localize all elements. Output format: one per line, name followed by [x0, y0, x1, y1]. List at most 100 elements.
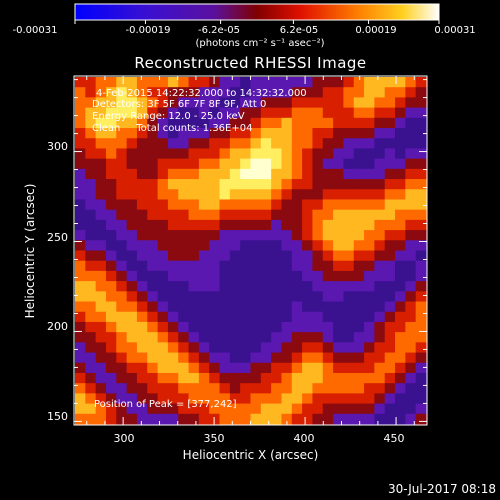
heatmap-cell: [405, 413, 417, 425]
heatmap-cell: [198, 209, 210, 221]
heatmap-cell: [271, 413, 283, 425]
heatmap-cell: [405, 87, 417, 99]
heatmap-cell: [415, 148, 427, 160]
heatmap-cell: [312, 250, 324, 262]
heatmap-cell: [250, 138, 262, 150]
heatmap-cell: [271, 209, 283, 221]
heatmap-cell: [116, 311, 128, 323]
heatmap-cell: [95, 301, 107, 313]
heatmap-cell: [198, 372, 210, 384]
heatmap-cell: [364, 352, 375, 364]
heatmap-cell: [405, 393, 417, 405]
heatmap-cell: [240, 270, 252, 282]
heatmap-cell: [322, 362, 334, 374]
heatmap-cell: [85, 321, 97, 333]
heatmap-cell: [405, 199, 417, 211]
heatmap-cell: [95, 189, 107, 201]
heatmap-cell: [395, 413, 406, 425]
heatmap-cell: [167, 260, 179, 272]
heatmap-cell: [136, 342, 148, 354]
heatmap-cell: [343, 250, 355, 262]
heatmap-cell: [384, 240, 396, 252]
heatmap-cell: [250, 281, 262, 292]
heatmap-cell: [136, 311, 148, 323]
heatmap-cell: [229, 107, 241, 119]
heatmap-cell: [374, 281, 386, 292]
heatmap-cell: [333, 199, 345, 211]
heatmap-cell: [250, 87, 262, 99]
heatmap-cell: [415, 311, 427, 323]
heatmap-cell: [85, 230, 97, 241]
heatmap-cell: [353, 138, 365, 150]
heatmap-cell: [343, 168, 355, 180]
heatmap-cell: [75, 148, 86, 160]
heatmap-cell: [343, 148, 355, 160]
heatmap-cell: [75, 219, 86, 231]
heatmap-cell: [353, 158, 365, 170]
heatmap-cell: [157, 311, 169, 323]
heatmap-cell: [312, 240, 324, 252]
plot-title: Reconstructed RHESSI Image: [134, 54, 367, 72]
heatmap-cell: [85, 77, 97, 88]
heatmap-cell: [353, 77, 365, 88]
heatmap-cell: [364, 148, 375, 160]
heatmap-cell: [343, 97, 355, 109]
heatmap-cell: [250, 332, 262, 343]
heatmap-cell: [157, 383, 169, 394]
heatmap-cell: [271, 352, 283, 364]
heatmap-cell: [116, 342, 128, 354]
heatmap-cell: [75, 179, 86, 190]
heatmap-cell: [415, 199, 427, 211]
heatmap-cell: [116, 87, 128, 99]
heatmap-cell: [75, 117, 86, 129]
heatmap-cell: [167, 413, 179, 425]
heatmap-cell: [229, 158, 241, 170]
heatmap-cell: [136, 209, 148, 221]
heatmap-cell: [167, 301, 179, 313]
heatmap-cell: [374, 97, 386, 109]
heatmap-cell: [209, 158, 221, 170]
heatmap-cell: [343, 352, 355, 364]
heatmap-cell: [250, 117, 262, 129]
heatmap-cell: [116, 352, 128, 364]
heatmap-cell: [260, 209, 272, 221]
heatmap-cell: [209, 138, 221, 150]
heatmap-cell: [415, 301, 427, 313]
heatmap-cell: [85, 107, 97, 119]
heatmap-cell: [250, 260, 262, 272]
heatmap-cell: [384, 403, 396, 415]
heatmap-cell: [198, 148, 210, 160]
heatmap-cell: [136, 393, 148, 405]
heatmap-cell: [126, 117, 138, 129]
heatmap-cell: [250, 209, 262, 221]
heatmap-cell: [178, 270, 190, 282]
heatmap-cell: [147, 209, 159, 221]
heatmap-cell: [343, 332, 355, 343]
heatmap-cell: [343, 77, 355, 88]
heatmap-cell: [209, 250, 221, 262]
heatmap-cell: [405, 342, 417, 354]
heatmap-cell: [281, 281, 293, 292]
heatmap-cell: [157, 87, 169, 99]
heatmap-cell: [229, 321, 241, 333]
heatmap-cell: [374, 311, 386, 323]
heatmap-cell: [405, 301, 417, 313]
heatmap-cell: [374, 403, 386, 415]
heatmap-cell: [126, 148, 138, 160]
heatmap-cell: [333, 97, 345, 109]
heatmap-cell: [240, 148, 252, 160]
heatmap-cell: [333, 117, 345, 129]
heatmap-image: [75, 77, 427, 425]
heatmap-cell: [157, 342, 169, 354]
heatmap-cell: [384, 301, 396, 313]
heatmap-cell: [95, 97, 107, 109]
heatmap-cell: [229, 260, 241, 272]
heatmap-cell: [374, 77, 386, 88]
heatmap-cell: [250, 362, 262, 374]
heatmap-cell: [147, 189, 159, 201]
heatmap-cell: [364, 240, 375, 252]
heatmap-cell: [136, 362, 148, 374]
heatmap-cell: [147, 168, 159, 180]
heatmap-cell: [157, 189, 169, 201]
